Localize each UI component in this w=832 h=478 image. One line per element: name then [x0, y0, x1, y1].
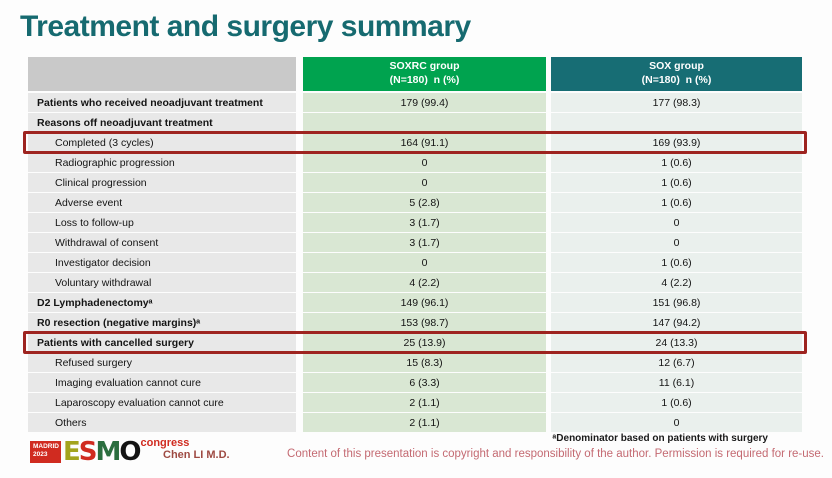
congress-label: congress — [140, 437, 190, 449]
table-footnote: ᵃDenominator based on patients with surg… — [552, 433, 768, 444]
row-label: D2 Lymphadenectomyᵃ — [28, 293, 296, 312]
soxrc-value: 6 (3.3) — [303, 373, 546, 392]
table-row: Adverse event 5 (2.8) 1 (0.6) — [28, 193, 802, 212]
copyright-notice: Content of this presentation is copyrigh… — [287, 448, 824, 460]
sox-value: 1 (0.6) — [551, 193, 802, 212]
table-row: Imaging evaluation cannot cure 6 (3.3) 1… — [28, 373, 802, 392]
row-label: Loss to follow-up — [28, 213, 296, 232]
soxrc-value: 0 — [303, 153, 546, 172]
header-soxrc-sub: (N=180) n (%) — [389, 74, 460, 86]
madrid-2023-badge: MADRID 2023 — [30, 441, 61, 463]
table-header-row: SOXRC group (N=180) n (%) SOX group (N=1… — [28, 57, 802, 91]
soxrc-value: 4 (2.2) — [303, 273, 546, 292]
soxrc-value: 25 (13.9) — [303, 333, 546, 352]
esmo-letter-e: E — [63, 437, 81, 467]
soxrc-value — [303, 113, 546, 132]
row-label: Investigator decision — [28, 253, 296, 272]
table-row: Reasons off neoadjuvant treatment — [28, 113, 802, 132]
table-row: Investigator decision 0 1 (0.6) — [28, 253, 802, 272]
table-row: Refused surgery 15 (8.3) 12 (6.7) — [28, 353, 802, 372]
page-title: Treatment and surgery summary — [20, 10, 471, 43]
soxrc-value: 15 (8.3) — [303, 353, 546, 372]
header-sox-sub: (N=180) n (%) — [641, 74, 712, 86]
soxrc-value: 0 — [303, 253, 546, 272]
row-label: Patients who received neoadjuvant treatm… — [28, 93, 296, 112]
sox-value: 177 (98.3) — [551, 93, 802, 112]
sox-value: 4 (2.2) — [551, 273, 802, 292]
table-row: Patients who received neoadjuvant treatm… — [28, 93, 802, 112]
row-label: Laparoscopy evaluation cannot cure — [28, 393, 296, 412]
esmo-letter-m: M — [95, 437, 122, 467]
table-row: Laparoscopy evaluation cannot cure 2 (1.… — [28, 393, 802, 412]
sox-value: 1 (0.6) — [551, 253, 802, 272]
table-row: Clinical progression 0 1 (0.6) — [28, 173, 802, 192]
esmo-letter-s: S — [78, 437, 98, 467]
table-row: Withdrawal of consent 3 (1.7) 0 — [28, 233, 802, 252]
sox-value: 0 — [551, 213, 802, 232]
table-row: D2 Lymphadenectomyᵃ 149 (96.1) 151 (96.8… — [28, 293, 802, 312]
row-label: Radiographic progression — [28, 153, 296, 172]
soxrc-value: 164 (91.1) — [303, 133, 546, 152]
sox-value: 1 (0.6) — [551, 393, 802, 412]
row-label: Refused surgery — [28, 353, 296, 372]
header-soxrc-name: SOXRC group — [389, 60, 460, 73]
table-row: Others 2 (1.1) 0 — [28, 413, 802, 432]
row-label: Voluntary withdrawal — [28, 273, 296, 292]
sox-value: 11 (6.1) — [551, 373, 802, 392]
table-row: Voluntary withdrawal 4 (2.2) 4 (2.2) — [28, 273, 802, 292]
sox-value: 1 (0.6) — [551, 153, 802, 172]
esmo-congress-logo: MADRID 2023 ESMO congress — [30, 437, 189, 465]
table-row: Patients with cancelled surgery 25 (13.9… — [28, 333, 802, 352]
soxrc-value: 153 (98.7) — [303, 313, 546, 332]
soxrc-value: 179 (99.4) — [303, 93, 546, 112]
header-empty-cell — [28, 57, 296, 91]
soxrc-value: 0 — [303, 173, 546, 192]
sox-value: 1 (0.6) — [551, 173, 802, 192]
esmo-letter-o: O — [119, 437, 141, 467]
soxrc-value: 2 (1.1) — [303, 393, 546, 412]
table-row: Completed (3 cycles) 164 (91.1) 169 (93.… — [28, 133, 802, 152]
row-label: Imaging evaluation cannot cure — [28, 373, 296, 392]
row-label: Reasons off neoadjuvant treatment — [28, 113, 296, 132]
sox-value: 169 (93.9) — [551, 133, 802, 152]
table-row: Loss to follow-up 3 (1.7) 0 — [28, 213, 802, 232]
row-label: Completed (3 cycles) — [28, 133, 296, 152]
row-label: Clinical progression — [28, 173, 296, 192]
sox-value: 12 (6.7) — [551, 353, 802, 372]
badge-city: MADRID — [33, 443, 59, 450]
badge-year: 2023 — [33, 451, 48, 459]
table-row: Radiographic progression 0 1 (0.6) — [28, 153, 802, 172]
header-sox-group: SOX group (N=180) n (%) — [551, 57, 802, 91]
header-sox-name: SOX group — [649, 60, 704, 73]
row-label: Withdrawal of consent — [28, 233, 296, 252]
row-label: R0 resection (negative margins)ᵃ — [28, 313, 296, 332]
soxrc-value: 5 (2.8) — [303, 193, 546, 212]
sox-value: 0 — [551, 233, 802, 252]
sox-value: 151 (96.8) — [551, 293, 802, 312]
soxrc-value: 2 (1.1) — [303, 413, 546, 432]
table-row: R0 resection (negative margins)ᵃ 153 (98… — [28, 313, 802, 332]
sox-value: 147 (94.2) — [551, 313, 802, 332]
header-soxrc-group: SOXRC group (N=180) n (%) — [303, 57, 546, 91]
esmo-wordmark-icon: ESMO — [63, 437, 141, 467]
summary-table: SOXRC group (N=180) n (%) SOX group (N=1… — [23, 57, 807, 433]
soxrc-value: 149 (96.1) — [303, 293, 546, 312]
row-label: Adverse event — [28, 193, 296, 212]
row-label: Others — [28, 413, 296, 432]
sox-value: 24 (13.3) — [551, 333, 802, 352]
table-body: Patients who received neoadjuvant treatm… — [28, 93, 802, 432]
row-label: Patients with cancelled surgery — [28, 333, 296, 352]
soxrc-value: 3 (1.7) — [303, 233, 546, 252]
sox-value: 0 — [551, 413, 802, 432]
sox-value — [551, 113, 802, 132]
soxrc-value: 3 (1.7) — [303, 213, 546, 232]
author-credit: Chen LI M.D. — [163, 449, 230, 461]
